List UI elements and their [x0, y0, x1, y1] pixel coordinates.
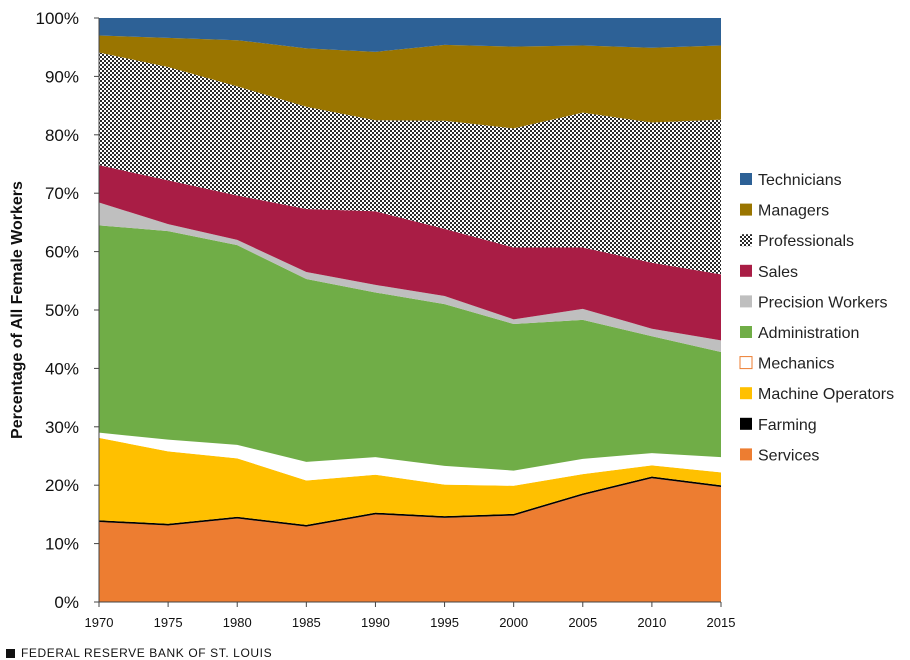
y-tick-label: 10% [45, 535, 79, 554]
area-precision-workers [99, 202, 721, 353]
area-sales [99, 165, 721, 341]
area-technicians [99, 18, 721, 52]
area-services [99, 478, 721, 602]
legend-label: Services [758, 447, 819, 464]
area-managers [99, 35, 721, 129]
legend-swatch [739, 356, 753, 370]
legend-item-machine-operators: Machine Operators [740, 386, 894, 403]
legend-swatch [740, 326, 752, 338]
x-tick-label: 2015 [707, 615, 736, 630]
x-tick-label: 1975 [154, 615, 183, 630]
legend-swatch [740, 203, 752, 216]
x-tick-label: 1995 [430, 615, 459, 630]
legend-label: Technicians [758, 172, 842, 189]
y-tick-label: 100% [36, 9, 79, 28]
y-tick-label: 90% [45, 67, 79, 86]
x-tick-label: 1990 [361, 615, 390, 630]
legend-item-administration: Administration [740, 325, 859, 342]
legend-item-precision-workers: Precision Workers [740, 294, 888, 311]
x-tick-label: 1985 [292, 615, 321, 630]
legend-label: Professionals [758, 233, 854, 250]
footer: FEDERAL RESERVE BANK OF ST. LOUIS [6, 646, 272, 660]
legend-item-managers: Managers [740, 203, 829, 220]
area-mechanics [99, 432, 721, 486]
legend-label: Farming [758, 417, 817, 434]
legend-swatch [740, 295, 752, 308]
legend-item-sales: Sales [740, 264, 798, 281]
x-tick-label: 2010 [637, 615, 666, 630]
legend-item-farming: Farming [740, 417, 817, 434]
legend-label: Mechanics [758, 356, 834, 373]
y-tick-label: 20% [45, 476, 79, 495]
x-tick-label: 2005 [568, 615, 597, 630]
area-machine-operators [99, 437, 721, 525]
legend-label: Sales [758, 264, 798, 281]
footer-square-icon [6, 648, 15, 658]
legend-label: Machine Operators [758, 386, 894, 403]
y-tick-label: 50% [45, 301, 79, 320]
legend-label: Managers [758, 203, 829, 220]
y-axis-label: Percentage of All Female Workers [9, 181, 26, 439]
y-tick-labels: 0% 10% 20% 30% 40% 50% 60% 70% 80% 90% 100% [36, 9, 79, 612]
legend-item-professionals: Professionals [740, 233, 854, 250]
legend-label: Administration [758, 325, 859, 342]
area-professionals [99, 52, 721, 275]
legend-swatch [740, 417, 752, 430]
legend-swatch [740, 448, 752, 461]
legend-item-services: Services [740, 447, 819, 464]
legend-swatch [740, 387, 752, 400]
legend-swatch [740, 173, 752, 185]
x-tick-label: 2000 [499, 615, 528, 630]
area-series-group [99, 18, 721, 602]
y-tick-label: 40% [45, 359, 79, 378]
y-tick-label: 70% [45, 184, 79, 203]
legend-swatch [740, 234, 752, 247]
y-tick-label: 60% [45, 243, 79, 262]
legend-item-mechanics: Mechanics [739, 356, 834, 373]
y-tick-label: 80% [45, 126, 79, 145]
legend-item-technicians: Technicians [740, 172, 842, 189]
x-tick-label: 1980 [223, 615, 252, 630]
x-tick-label: 1970 [85, 615, 114, 630]
area-administration [99, 225, 721, 471]
stacked-area-chart: 0%10%20%30%40%50%60%70%80%90%100% 1970 19… [9, 9, 894, 630]
footer-text: FEDERAL RESERVE BANK OF ST. LOUIS [21, 646, 273, 660]
legend-label: Precision Workers [758, 294, 888, 311]
legend: Technicians Managers Professionals Sales Pre… [739, 172, 894, 464]
axes-group [94, 17, 722, 607]
x-tick-labels: 1970 1975 1980 1985 1990 1995 2000 2005 2010 2015 [85, 615, 736, 630]
legend-swatch [740, 264, 752, 277]
y-tick-label: 0% [54, 593, 79, 612]
y-tick-label: 30% [45, 418, 79, 437]
